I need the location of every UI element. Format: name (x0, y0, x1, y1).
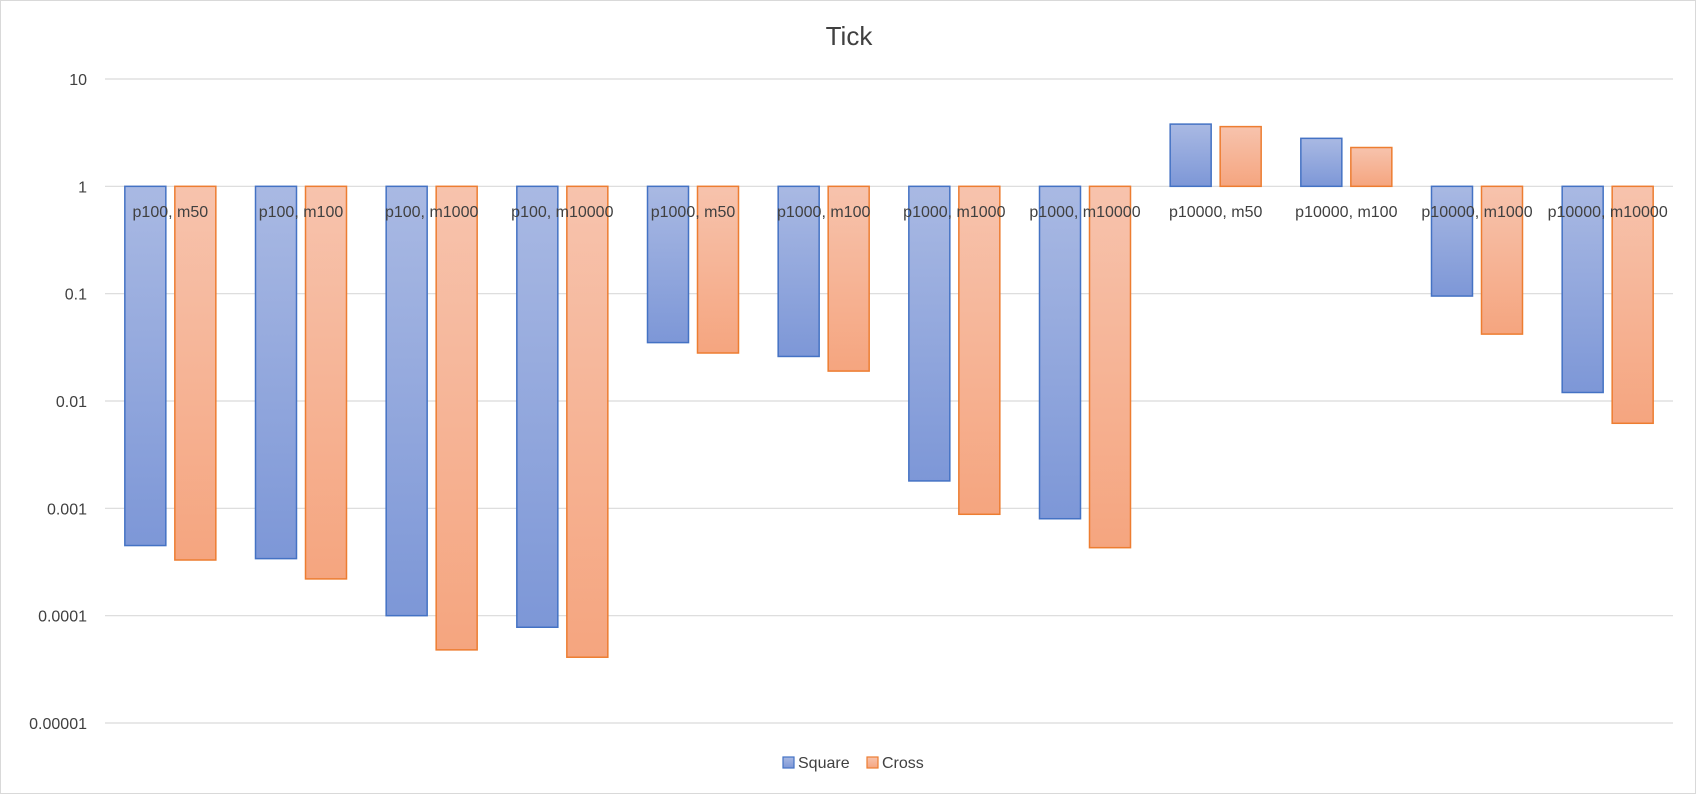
bar-square (777, 185, 820, 358)
y-tick-label: 0.0001 (38, 609, 87, 626)
category-label: p100, m100 (259, 204, 344, 221)
legend-swatch-square (782, 756, 795, 769)
bar-cross (566, 185, 609, 658)
bar-square (1169, 123, 1212, 188)
bar-cross (958, 185, 1001, 516)
bar-cross (1480, 185, 1524, 335)
bar-square (516, 185, 559, 628)
category-label: p1000, m100 (777, 204, 871, 221)
category-label: p1000, m1000 (903, 204, 1005, 221)
legend-swatch-cross (866, 756, 879, 769)
legend-label-square: Square (798, 755, 850, 772)
bar-square (908, 185, 951, 482)
y-axis-tick-labels: 10 1 0.1 0.01 0.001 0.0001 0.00001 (29, 72, 87, 733)
bar-cross (827, 185, 870, 372)
category-label: p10000, m100 (1295, 204, 1397, 221)
bar-cross (1219, 125, 1262, 188)
bar-layer (124, 123, 1654, 658)
category-label: p10000, m1000 (1421, 204, 1532, 221)
y-tick-label: 0.01 (56, 394, 87, 411)
category-label: p100, m50 (133, 204, 209, 221)
category-label: p1000, m50 (651, 204, 736, 221)
bar-square (1430, 185, 1474, 297)
legend: Square Cross (782, 755, 924, 772)
bar-square (1300, 137, 1343, 188)
grid-layer (105, 78, 1673, 724)
bar-square (124, 185, 167, 547)
bar-cross (1350, 146, 1393, 188)
bar-square (385, 185, 428, 617)
bar-cross (1088, 185, 1132, 549)
bar-cross (435, 185, 478, 651)
category-label: p100, m1000 (385, 204, 479, 221)
bar-cross (696, 185, 740, 354)
legend-label-cross: Cross (882, 755, 924, 772)
y-tick-label: 0.1 (65, 287, 87, 304)
bar-cross (304, 185, 348, 580)
bar-cross (174, 185, 217, 561)
y-tick-label: 0.00001 (29, 716, 87, 733)
category-labels: p100, m50 p100, m100 p100, m1000 p100, m100… (133, 204, 1668, 221)
y-tick-label: 10 (69, 72, 87, 89)
category-label: p100, m10000 (511, 204, 613, 221)
bar-square (1561, 185, 1604, 394)
chart-title: Tick (826, 21, 874, 51)
bar-square (254, 185, 298, 560)
y-tick-label: 0.001 (47, 501, 87, 518)
bar-square (1038, 185, 1082, 520)
category-label: p10000, m50 (1169, 204, 1263, 221)
category-label: p1000, m10000 (1029, 204, 1140, 221)
bar-square (646, 185, 690, 344)
bar-cross (1611, 185, 1654, 425)
y-tick-label: 1 (78, 179, 87, 196)
category-label: p10000, m10000 (1548, 204, 1668, 221)
